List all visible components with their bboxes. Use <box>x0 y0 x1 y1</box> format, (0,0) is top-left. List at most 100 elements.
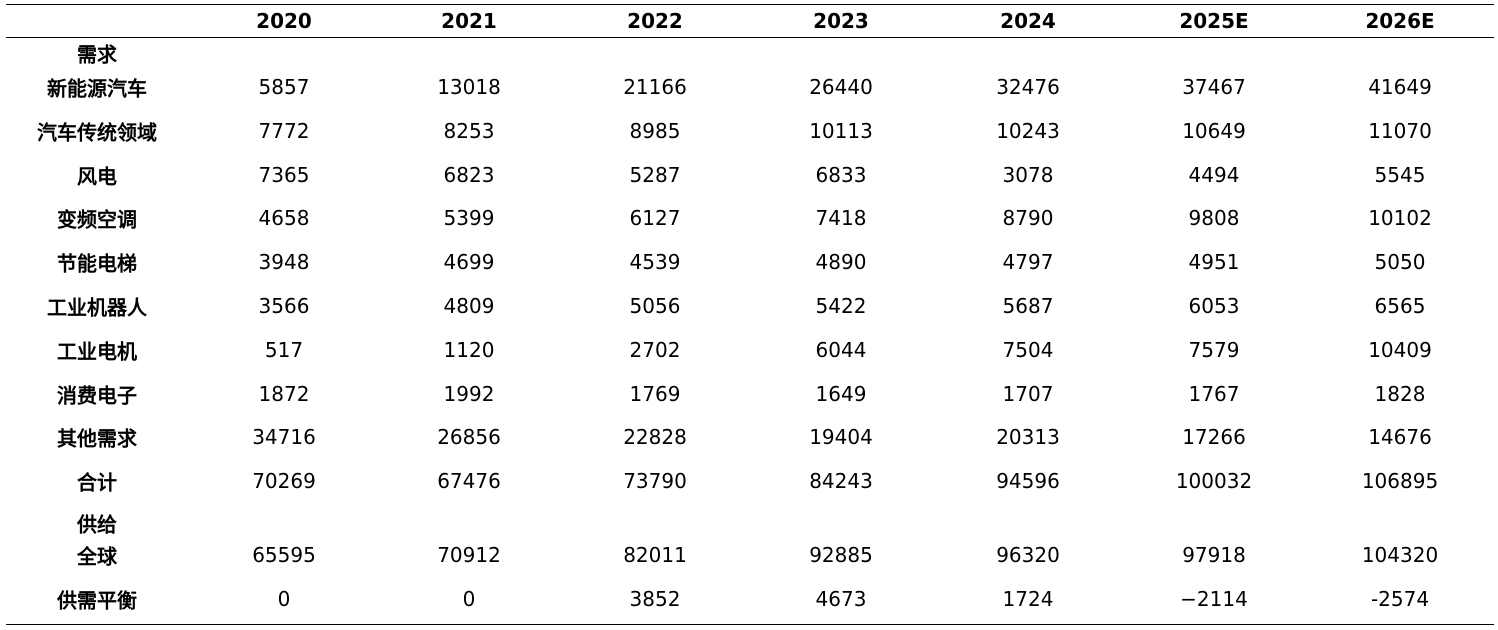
cell-value: 4539 <box>629 250 681 275</box>
cell-value: 11070 <box>1368 118 1432 143</box>
cell-value: 5056 <box>629 294 681 318</box>
cell-value: 5857 <box>258 75 310 99</box>
header-rule <box>6 37 1494 38</box>
bottom-rule <box>6 624 1494 625</box>
column-header: 2020 <box>256 9 312 33</box>
cell-value: 517 <box>264 337 304 362</box>
section-title: 供给 <box>77 512 117 537</box>
cell-value: 67476 <box>437 469 501 494</box>
cell-value: 5287 <box>629 162 681 187</box>
cell-value: 8985 <box>629 118 681 143</box>
cell-value: 2702 <box>629 337 681 362</box>
cell-value: 5687 <box>1002 294 1054 318</box>
cell-value: 3078 <box>1002 162 1054 187</box>
cell-value: 0 <box>462 587 476 611</box>
column-header: 2022 <box>627 9 683 33</box>
top-rule <box>6 4 1494 5</box>
cell-value: 7579 <box>1188 337 1240 362</box>
cell-value: 17266 <box>1182 425 1246 450</box>
cell-value: 4797 <box>1002 250 1054 275</box>
row-label: 汽车传统领域 <box>37 120 157 145</box>
section-title: 需求 <box>77 42 117 67</box>
cell-value: 41649 <box>1368 75 1432 99</box>
cell-value: 1872 <box>258 381 310 406</box>
cell-value: 26440 <box>809 75 873 99</box>
row-label: 新能源汽车 <box>47 76 147 101</box>
column-header: 2023 <box>813 9 869 33</box>
row-label: 合计 <box>77 470 117 495</box>
cell-value: 1724 <box>1002 587 1054 611</box>
cell-value: 1767 <box>1188 381 1240 406</box>
cell-value: 6833 <box>815 162 867 187</box>
row-label: 风电 <box>77 164 117 189</box>
cell-value: 97918 <box>1182 543 1246 567</box>
cell-value: 4699 <box>443 250 495 275</box>
cell-value: 1828 <box>1374 381 1426 406</box>
cell-value: 4890 <box>815 250 867 275</box>
cell-value: 37467 <box>1182 75 1246 99</box>
cell-value: 106895 <box>1361 469 1439 494</box>
cell-value: 10102 <box>1368 206 1432 231</box>
cell-value: 10409 <box>1368 337 1432 362</box>
cell-value: 7365 <box>258 162 310 187</box>
cell-value: 21166 <box>623 75 687 99</box>
cell-value: 3852 <box>629 587 681 611</box>
cell-value: 70269 <box>252 469 316 494</box>
cell-value: 104320 <box>1361 543 1439 567</box>
cell-value: 6044 <box>815 337 867 362</box>
cell-value: 82011 <box>623 543 687 567</box>
row-label: 变频空调 <box>57 207 137 232</box>
column-header: 2024 <box>1000 9 1056 33</box>
row-label: 消费电子 <box>57 383 137 408</box>
cell-value: 7418 <box>815 206 867 231</box>
cell-value: 3948 <box>258 250 310 275</box>
cell-value: 1992 <box>443 381 495 406</box>
row-label: 其他需求 <box>57 426 137 451</box>
cell-value: 14676 <box>1368 425 1432 450</box>
cell-value: 92885 <box>809 543 873 567</box>
cell-value: 4809 <box>443 294 495 318</box>
cell-value: 5399 <box>443 206 495 231</box>
cell-value: −2114 <box>1180 587 1248 611</box>
cell-value: 8253 <box>443 118 495 143</box>
cell-value: 5545 <box>1374 162 1426 187</box>
cell-value: 13018 <box>437 75 501 99</box>
cell-value: 4673 <box>815 587 867 611</box>
cell-value: 1649 <box>815 381 867 406</box>
row-label: 供需平衡 <box>57 588 137 613</box>
cell-value: 73790 <box>623 469 687 494</box>
cell-value: 3566 <box>258 294 310 318</box>
column-header: 2021 <box>441 9 497 33</box>
cell-value: 7504 <box>1002 337 1054 362</box>
row-label: 全球 <box>77 544 117 569</box>
row-label: 节能电梯 <box>57 251 137 276</box>
cell-value: 4658 <box>258 206 310 231</box>
cell-value: 10243 <box>996 118 1060 143</box>
cell-value: 94596 <box>996 469 1060 494</box>
cell-value: -2574 <box>1370 587 1430 611</box>
cell-value: 9808 <box>1188 206 1240 231</box>
cell-value: 6823 <box>443 162 495 187</box>
cell-value: 22828 <box>623 425 687 450</box>
column-header: 2026E <box>1365 9 1435 33</box>
cell-value: 8790 <box>1002 206 1054 231</box>
cell-value: 1769 <box>629 381 681 406</box>
cell-value: 1120 <box>443 337 495 362</box>
cell-value: 6127 <box>629 206 681 231</box>
cell-value: 70912 <box>437 543 501 567</box>
cell-value: 4951 <box>1188 250 1240 275</box>
cell-value: 0 <box>277 587 291 611</box>
cell-value: 84243 <box>809 469 873 494</box>
cell-value: 26856 <box>437 425 501 450</box>
cell-value: 34716 <box>252 425 316 450</box>
cell-value: 10113 <box>809 118 873 143</box>
cell-value: 5422 <box>815 294 867 318</box>
column-header: 2025E <box>1179 9 1249 33</box>
cell-value: 4494 <box>1188 162 1240 187</box>
row-label: 工业机器人 <box>47 295 147 320</box>
cell-value: 20313 <box>996 425 1060 450</box>
row-label: 工业电机 <box>57 339 137 364</box>
cell-value: 19404 <box>809 425 873 450</box>
cell-value: 96320 <box>996 543 1060 567</box>
